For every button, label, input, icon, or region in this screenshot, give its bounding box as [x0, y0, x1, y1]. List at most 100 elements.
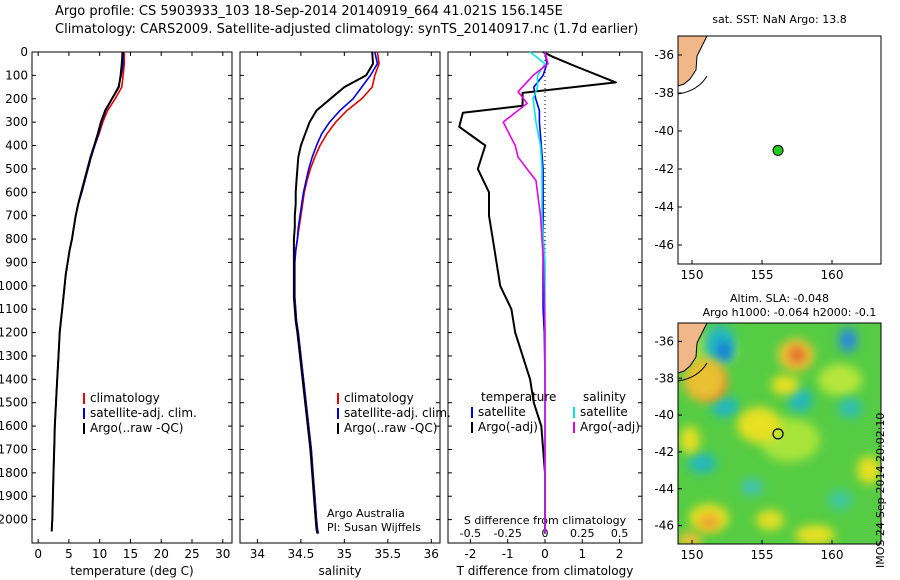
difference-legend-temperature-entry: Argo(-adj)	[478, 420, 538, 434]
sla-map-y-tick-label: -42	[654, 445, 674, 459]
difference-x-tick-label: 0	[541, 547, 549, 561]
sla-anomaly-patch	[795, 525, 835, 544]
sst-map-y-tick-label: -42	[654, 162, 674, 176]
difference-salinity-tick-label: 0.25	[570, 527, 595, 540]
sla-anomaly-patch	[717, 341, 731, 361]
depth-tick-label: 500	[5, 162, 28, 176]
sla-map-y-tick-label: -38	[654, 371, 674, 385]
difference-legend-title: salinity	[583, 390, 626, 404]
sla-map-x-tick-label: 150	[681, 548, 704, 562]
depth-tick-label: 0	[20, 45, 28, 59]
salinity-axes	[239, 51, 441, 544]
depth-tick-label: 700	[5, 209, 28, 223]
temperature-x-tick-label: 25	[184, 547, 199, 561]
depth-tick-label: 600	[5, 185, 28, 199]
sla-map-contour	[678, 362, 708, 382]
sla-map-title: Altim. SLA: -0.048	[730, 292, 829, 305]
sst-map-x-tick-label: 150	[681, 268, 704, 282]
temperature-axes	[31, 51, 233, 544]
temperature-line-1	[50, 52, 124, 532]
salinity-line-0	[293, 51, 380, 534]
sla-map-coastline	[678, 323, 708, 374]
depth-tick-label: 300	[5, 115, 28, 129]
depth-tick-label: 800	[5, 232, 28, 246]
depth-tick-label: 1100	[0, 302, 28, 316]
argo-position-marker	[772, 144, 784, 156]
depth-tick-label: 1900	[0, 489, 28, 503]
sla-anomaly-patch	[788, 388, 812, 412]
difference-legend-temperature-entry: satellite	[478, 405, 526, 419]
sla-anomaly-patch	[680, 426, 700, 454]
sla-anomaly-patch	[699, 514, 719, 530]
salinity-x-axis-label: salinity	[318, 564, 361, 578]
difference-salinity-tick-label: -0.25	[493, 527, 521, 540]
sla-map-y-tick-label: -36	[654, 334, 674, 348]
difference-x-tick-label: 1	[578, 547, 586, 561]
depth-tick-label: 1500	[0, 396, 28, 410]
difference-x-tick-label: 2	[616, 547, 624, 561]
sla-anomaly-patch	[771, 375, 799, 395]
temperature-legend-entry: climatology	[90, 391, 160, 405]
sla-anomaly-patch	[678, 532, 702, 544]
temperature-x-tick-label: 15	[123, 547, 138, 561]
temperature-legend-entry: satellite-adj. clim.	[90, 406, 197, 420]
depth-tick-label: 900	[5, 255, 28, 269]
difference-line-3	[502, 51, 549, 534]
sla-map-axes	[677, 322, 882, 545]
sst-map-y-tick-label: -38	[654, 86, 674, 100]
salinity-x-tick-label: 35.5	[374, 547, 401, 561]
sla-anomaly-patch	[683, 358, 727, 402]
sla-map-title: Argo h1000: -0.064 h2000: -0.1	[703, 306, 877, 319]
temperature-legend-entry: Argo(..raw -QC)	[90, 421, 183, 435]
sla-anomaly-patch	[756, 510, 784, 530]
difference-salinity-tick-label: 0.5	[611, 527, 629, 540]
sla-map-y-tick-label: -46	[654, 519, 674, 533]
sla-anomaly-patch	[742, 479, 762, 495]
figure-title-line2: Climatology: CARS2009. Satellite-adjuste…	[55, 22, 639, 37]
depth-tick-label: 100	[5, 68, 28, 82]
sla-anomaly-patch	[839, 328, 857, 352]
sla-anomaly-patch	[857, 456, 881, 484]
temperature-x-tick-label: 5	[65, 547, 73, 561]
sla-anomaly-patch	[688, 453, 716, 473]
depth-tick-label: 1800	[0, 466, 28, 480]
salinity-x-tick-label: 34	[250, 547, 265, 561]
imos-credit: IMOS 24-Sep-2014 20:02:10	[874, 412, 887, 568]
sla-map-y-tick-label: -44	[654, 482, 674, 496]
sst-map-y-tick-label: -36	[654, 48, 674, 62]
salinity-x-tick-label: 36	[424, 547, 439, 561]
sst-map-x-tick-label: 160	[821, 268, 844, 282]
difference-legend-salinity-entry: satellite	[580, 405, 628, 419]
sst-map-y-tick-label: -46	[654, 238, 674, 252]
depth-tick-label: 1700	[0, 442, 28, 456]
sla-anomaly-patch	[818, 364, 862, 396]
temperature-x-tick-label: 20	[154, 547, 169, 561]
salinity-legend-entry: satellite-adj. clim.	[344, 406, 451, 420]
salinity-annotation: PI: Susan Wijffels	[327, 521, 421, 534]
depth-tick-label: 1200	[0, 326, 28, 340]
sla-anomaly-patch	[788, 346, 806, 364]
salinity-line-2	[292, 51, 374, 534]
depth-tick-label: 2000	[0, 513, 28, 527]
sst-map-title: sat. SST: NaN Argo: 13.8	[712, 13, 846, 26]
sst-map-y-tick-label: -40	[654, 124, 674, 138]
difference-x-tick-label: -1	[502, 547, 514, 561]
temperature-x-tick-label: 0	[34, 547, 42, 561]
sla-anomaly-patch	[828, 490, 852, 510]
salinity-line-1	[293, 51, 379, 534]
salinity-x-tick-label: 35	[337, 547, 352, 561]
depth-tick-label: 1300	[0, 349, 28, 363]
sst-map-x-tick-label: 155	[751, 268, 774, 282]
difference-salinity-tick-label: -0.5	[460, 527, 481, 540]
sla-map-x-tick-label: 160	[821, 548, 844, 562]
salinity-legend-entry: climatology	[344, 391, 414, 405]
temperature-x-axis-label: temperature (deg C)	[70, 564, 193, 578]
sla-anomaly-patch	[711, 397, 739, 417]
depth-tick-label: 200	[5, 92, 28, 106]
sla-anomaly-patch	[737, 407, 781, 443]
figure-title-line1: Argo profile: CS 5903933_103 18-Sep-2014…	[55, 4, 563, 19]
depth-tick-label: 1400	[0, 372, 28, 386]
temperature-line-2	[50, 51, 124, 532]
difference-legend-title: temperature	[481, 390, 556, 404]
